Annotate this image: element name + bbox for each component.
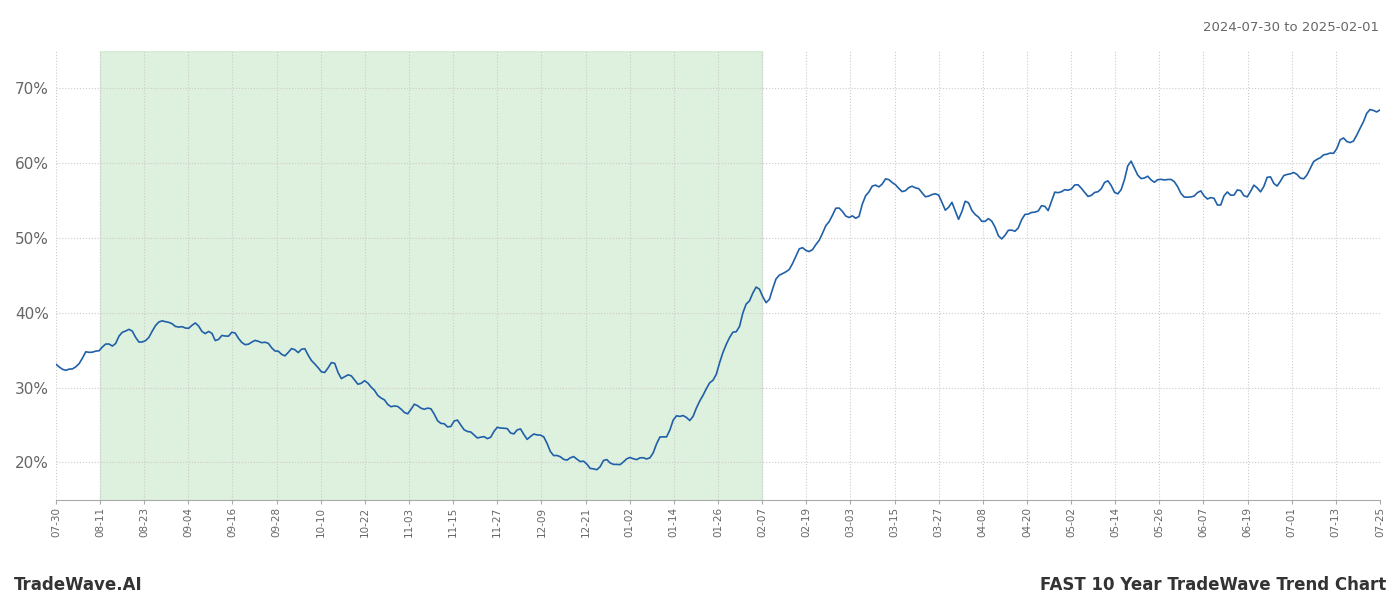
Text: TradeWave.AI: TradeWave.AI (14, 576, 143, 594)
Bar (99, 51, 762, 500)
Text: 2024-07-30 to 2025-02-01: 2024-07-30 to 2025-02-01 (1203, 21, 1379, 34)
Text: FAST 10 Year TradeWave Trend Chart: FAST 10 Year TradeWave Trend Chart (1040, 576, 1386, 594)
